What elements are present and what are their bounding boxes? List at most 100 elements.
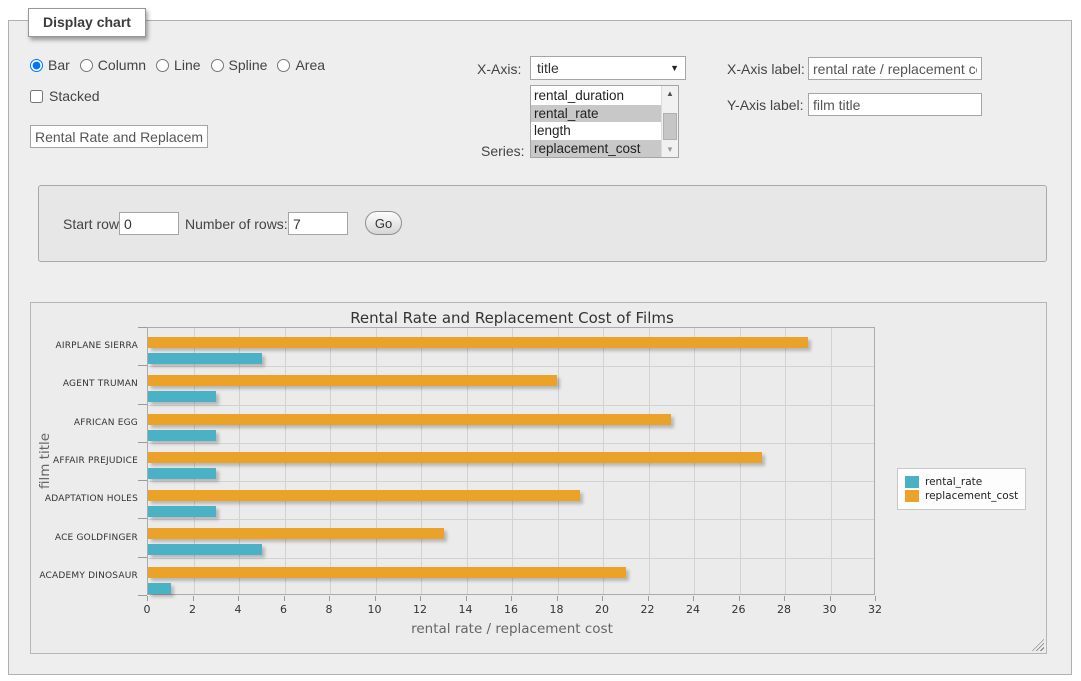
chart-panel: Rental Rate and Replacement Cost of Film… [30, 302, 1047, 654]
radio-bar-label: Bar [48, 57, 70, 73]
x-tick-label: 12 [405, 603, 435, 616]
x-axis-tick [830, 596, 831, 601]
x-axis-tick [193, 596, 194, 601]
series-option[interactable]: rental_rate [531, 105, 661, 123]
bar-replacement-cost [148, 567, 626, 578]
x-axis-tick [420, 596, 421, 601]
scrollbar-thumb[interactable] [663, 113, 677, 140]
radio-line-input[interactable] [156, 59, 169, 72]
start-row-label: Start row: [63, 216, 123, 232]
x-tick-label: 2 [178, 603, 208, 616]
x-tick-label: 22 [633, 603, 663, 616]
y-axis-tick [138, 365, 147, 366]
category-label: ADAPTATION HOLES [31, 494, 138, 504]
resize-handle-icon[interactable] [1032, 639, 1044, 651]
bar-replacement-cost [148, 375, 557, 386]
scroll-down-icon[interactable]: ▼ [662, 142, 678, 157]
bar-rental-rate [148, 544, 262, 555]
x-tick-label: 14 [451, 603, 481, 616]
x-axis-select[interactable]: title ▼ [530, 56, 686, 80]
x-tick-label: 20 [587, 603, 617, 616]
category-label: AFFAIR PREJUDICE [31, 456, 138, 466]
category-label: AFRICAN EGG [31, 418, 138, 428]
chart-legend: rental_ratereplacement_cost [897, 468, 1026, 510]
radio-line-label: Line [174, 57, 200, 73]
y-axis-tick [138, 480, 147, 481]
radio-spline-label: Spline [229, 57, 268, 73]
x-tick-label: 32 [860, 603, 890, 616]
series-listbox[interactable]: rental_durationrental_ratelengthreplacem… [530, 85, 679, 158]
num-rows-input[interactable] [288, 212, 348, 235]
x-axis-select-label: X-Axis: [477, 61, 521, 77]
x-tick-label: 18 [542, 603, 572, 616]
y-axis-label-input[interactable] [808, 93, 982, 116]
x-axis-tick [602, 596, 603, 601]
dropdown-arrow-icon: ▼ [670, 63, 679, 73]
category-label: AIRPLANE SIERRA [31, 341, 138, 351]
display-chart-tab[interactable]: Display chart [28, 8, 146, 37]
series-option[interactable]: length [531, 122, 661, 140]
radio-column-label: Column [98, 57, 146, 73]
bar-replacement-cost [148, 528, 444, 539]
x-axis-selected-value: title [537, 60, 670, 76]
display-chart-panel: Bar Column Line Spline Area Stacked X-Ax… [8, 20, 1072, 675]
radio-bar-input[interactable] [30, 59, 43, 72]
radio-spline[interactable]: Spline [211, 57, 268, 73]
scroll-up-icon[interactable]: ▲ [662, 86, 678, 101]
plot-area [147, 327, 875, 595]
stacked-checkbox[interactable] [30, 90, 43, 103]
x-tick-label: 0 [132, 603, 162, 616]
x-tick-label: 6 [269, 603, 299, 616]
category-label: ACE GOLDFINGER [31, 533, 138, 543]
chart-title-input[interactable] [30, 125, 208, 148]
y-axis-tick [138, 595, 147, 596]
y-axis-tick [138, 442, 147, 443]
gridline-horizontal [148, 443, 874, 444]
chart-type-radio-group: Bar Column Line Spline Area [30, 57, 335, 73]
x-axis-tick [693, 596, 694, 601]
gridline-horizontal [148, 481, 874, 482]
x-axis-tick [739, 596, 740, 601]
radio-column-input[interactable] [80, 59, 93, 72]
category-label: AGENT TRUMAN [31, 379, 138, 389]
x-tick-label: 26 [724, 603, 754, 616]
x-tick-label: 10 [360, 603, 390, 616]
radio-line[interactable]: Line [156, 57, 200, 73]
x-axis-tick [557, 596, 558, 601]
radio-spline-input[interactable] [211, 59, 224, 72]
radio-area-input[interactable] [277, 59, 290, 72]
bar-rental-rate [148, 391, 216, 402]
series-option[interactable]: rental_duration [531, 87, 661, 105]
legend-swatch [905, 490, 919, 502]
x-axis-tick [284, 596, 285, 601]
category-label: ACADEMY DINOSAUR [31, 571, 138, 581]
radio-bar[interactable]: Bar [30, 57, 70, 73]
x-tick-label: 30 [815, 603, 845, 616]
bar-replacement-cost [148, 452, 762, 463]
radio-column[interactable]: Column [80, 57, 146, 73]
legend-item: replacement_cost [905, 490, 1018, 502]
gridline-vertical [831, 328, 832, 594]
radio-area[interactable]: Area [277, 57, 325, 73]
listbox-scrollbar[interactable]: ▲ ▼ [661, 86, 678, 157]
bar-rental-rate [148, 583, 171, 594]
y-axis-tick [138, 518, 147, 519]
x-axis-tick [648, 596, 649, 601]
stacked-label: Stacked [49, 88, 100, 104]
start-row-input[interactable] [119, 212, 179, 235]
x-axis-tick [375, 596, 376, 601]
radio-area-label: Area [295, 57, 325, 73]
series-option[interactable]: replacement_cost [531, 140, 661, 158]
x-axis-tick [511, 596, 512, 601]
gridline-horizontal [148, 366, 874, 367]
bar-replacement-cost [148, 337, 808, 348]
stacked-checkbox-row[interactable]: Stacked [30, 88, 100, 104]
x-axis-tick [238, 596, 239, 601]
x-axis-label-input[interactable] [808, 57, 982, 80]
go-button[interactable]: Go [365, 211, 402, 235]
num-rows-label: Number of rows: [185, 216, 288, 232]
x-axis-tick [875, 596, 876, 601]
bar-rental-rate [148, 353, 262, 364]
bar-rental-rate [148, 506, 216, 517]
x-axis-label-caption: X-Axis label: [727, 61, 805, 77]
